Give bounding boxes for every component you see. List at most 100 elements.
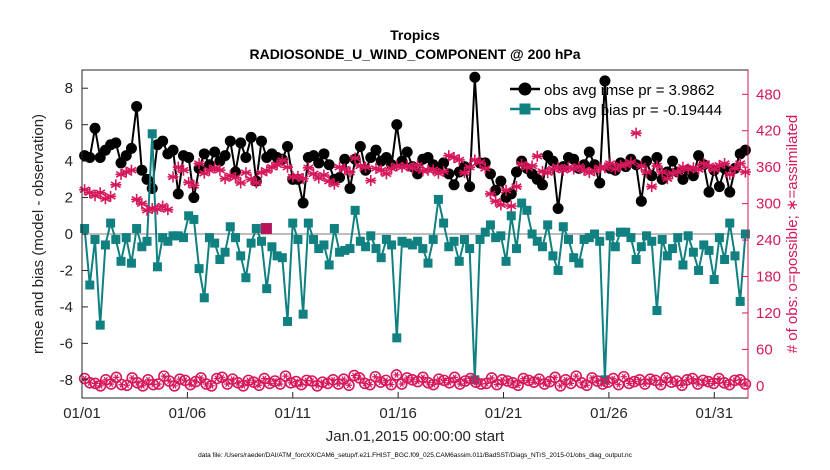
obs-assimilated-point <box>167 171 179 183</box>
bias-point <box>376 253 386 263</box>
bias-point <box>590 229 600 239</box>
obs-assimilated-point <box>693 164 705 176</box>
x-tick-label: 01/11 <box>275 405 311 422</box>
bias-point <box>428 234 438 244</box>
rmse-point <box>110 137 122 149</box>
bias-point <box>116 256 126 266</box>
bias-point <box>407 240 417 250</box>
obs-assimilated-point <box>240 167 252 179</box>
rmse-point <box>370 144 382 156</box>
bias-point <box>288 218 298 228</box>
y-tick-label-right: 420 <box>756 123 781 140</box>
rmse-point <box>84 151 96 163</box>
rmse-point <box>334 172 346 184</box>
bias-point <box>402 238 412 248</box>
y-tick-label-right: 0 <box>756 378 764 395</box>
rmse-point <box>401 146 413 158</box>
obs-assimilated-point <box>214 164 226 176</box>
obs-assimilated-point <box>110 179 122 191</box>
bias-point <box>241 273 251 283</box>
obs-assimilated-point <box>276 155 288 167</box>
bias-point <box>433 194 443 204</box>
bias-point <box>459 234 469 244</box>
bias-point <box>631 255 641 265</box>
obs-possible-point <box>549 371 561 384</box>
bias-point <box>381 234 391 244</box>
bias-point <box>137 242 147 252</box>
bias-point <box>199 293 209 303</box>
rmse-point <box>89 122 101 134</box>
obs-assimilated-point <box>380 168 392 180</box>
obs-assimilated-point <box>193 158 205 170</box>
bias-point <box>532 236 542 246</box>
bias-point <box>548 251 558 261</box>
obs-assimilated-point <box>646 181 658 193</box>
bias-point <box>662 251 672 261</box>
rmse-point <box>703 186 715 198</box>
bias-point <box>595 236 605 246</box>
x-tick-label: 01/26 <box>590 405 628 422</box>
bias-point <box>537 242 547 252</box>
rmse-point <box>687 170 699 182</box>
obs-assimilated-point <box>651 160 663 172</box>
bias-point <box>543 220 553 230</box>
bias-point <box>678 260 688 270</box>
bias-point <box>657 234 667 244</box>
bias-point <box>366 231 376 241</box>
bias-point <box>230 233 240 243</box>
bias-point <box>522 205 532 215</box>
obs-possible-point <box>364 378 376 391</box>
rmse-point <box>568 153 580 165</box>
bias-point <box>569 253 579 263</box>
bias-point <box>85 280 95 290</box>
obs-assimilated-point <box>94 187 106 199</box>
obs-assimilated-point <box>635 160 647 172</box>
y-tick-label-left: 0 <box>65 226 73 243</box>
bias-point <box>449 236 459 246</box>
obs-assimilated-point <box>458 167 470 179</box>
obs-assimilated-point <box>84 187 96 199</box>
rmse-point <box>484 168 496 180</box>
rmse-point <box>256 135 268 147</box>
bias-point <box>418 244 428 254</box>
bias-point <box>126 258 136 268</box>
rmse-point <box>594 177 606 189</box>
bias-point <box>309 234 319 244</box>
bias-point <box>574 258 584 268</box>
bias-point <box>371 244 381 254</box>
bias-point <box>147 129 157 139</box>
y-tick-label-left: 8 <box>65 80 73 97</box>
y-axis-label-right: # of obs: o=possible; ∗=assimilated <box>784 115 801 354</box>
bias-point <box>444 242 454 252</box>
obs-assimilated-point <box>328 178 340 190</box>
rmse-point <box>677 173 689 185</box>
bias-point <box>204 233 214 243</box>
legend: obs avg rmse pr = 3.9862 obs avg bias pr… <box>510 82 722 119</box>
obs-assimilated-point <box>349 152 361 164</box>
legend-label-rmse: obs avg rmse pr = 3.9862 <box>544 82 715 99</box>
bias-point <box>298 309 308 319</box>
bias-point <box>740 229 750 239</box>
bias-point <box>579 234 589 244</box>
bias-point <box>387 240 397 250</box>
legend-swatch-rmse-marker <box>518 82 532 96</box>
obs-assimilated-point <box>625 156 637 168</box>
bias-point <box>642 231 652 241</box>
bias-point <box>475 234 485 244</box>
obs-possible-point <box>89 377 102 390</box>
bias-point <box>485 220 495 230</box>
obs-assimilated-point <box>235 177 247 189</box>
obs-possible-point <box>348 369 361 382</box>
bias-point <box>673 233 683 243</box>
bias-point <box>709 275 719 285</box>
bias-point <box>647 236 657 246</box>
bias-point <box>106 218 116 228</box>
bias-point <box>277 253 287 263</box>
obs-assimilated-point <box>464 161 476 173</box>
rmse-point <box>313 157 325 169</box>
axes: 01/01 01/06 01/11 01/16 01/21 01/26 01/31 -8 -6 -… <box>60 70 781 422</box>
rmse-point <box>131 100 143 112</box>
rmse-point <box>219 150 231 162</box>
bias-point <box>584 233 594 243</box>
obs-assimilated-point <box>318 169 330 181</box>
